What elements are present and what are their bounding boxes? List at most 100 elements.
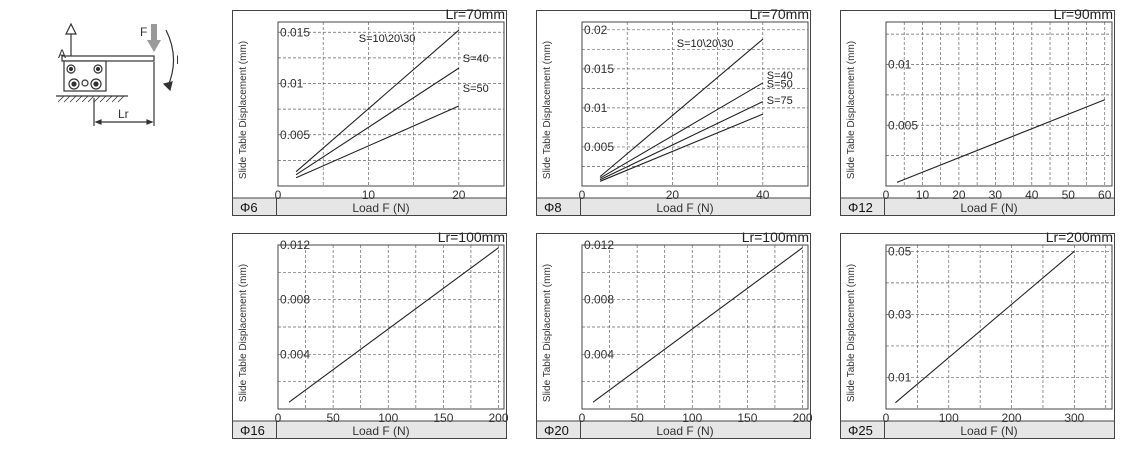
chart-svg: 0 10 20 0.005 0.01 0.015 Lr=70mm Load F (N) Slid… <box>232 6 507 216</box>
panel-frame <box>840 233 1115 439</box>
x-axis-label: Load F (N) <box>960 201 1017 215</box>
chart-title: Lr=200mm <box>1046 229 1113 245</box>
x-tick-label: 150 <box>433 411 453 425</box>
x-tick-label: 0 <box>275 188 282 202</box>
size-box <box>536 420 581 439</box>
series-line <box>599 101 764 181</box>
size-box <box>232 420 277 439</box>
panel-frame <box>840 10 1115 216</box>
y-tick-label: 0.015 <box>280 25 310 39</box>
x-tick-label: 40 <box>756 188 770 202</box>
x-tick-label: 20 <box>952 188 966 202</box>
x-tick-label: 40 <box>1025 188 1039 202</box>
series-line <box>599 82 764 179</box>
series-line <box>895 250 1075 404</box>
y-axis-label: Slide Table Displacement (mm) <box>542 41 553 179</box>
x-tick-label: 200 <box>1002 411 1022 425</box>
x-tick-label: 100 <box>378 411 398 425</box>
x-tick-label: 60 <box>1098 188 1112 202</box>
plot-area <box>885 244 1113 410</box>
series-label: S=50 <box>463 83 489 95</box>
y-tick-label: 0.01 <box>584 101 608 115</box>
x-tick-label: 200 <box>488 411 508 425</box>
x-axis-label: Load F (N) <box>352 201 409 215</box>
chart-2: 0 20 40 0.005 0.01 0.015 0.02 Lr=70mm Load F (N)… <box>536 6 811 221</box>
series-label: S=10\20\30 <box>677 38 734 50</box>
x-tick-label: 50 <box>630 411 644 425</box>
series-line <box>599 38 764 178</box>
x-axis-label: Load F (N) <box>656 201 713 215</box>
x-tick-label: 0 <box>883 411 890 425</box>
y-tick-label: 0.012 <box>584 238 614 252</box>
series-line <box>599 113 764 182</box>
chart-title: Lr=100mm <box>438 229 505 245</box>
size-label: Φ20 <box>544 423 569 438</box>
y-tick-label: 0.004 <box>584 347 614 361</box>
size-label: Φ25 <box>848 423 873 438</box>
y-axis-label: Slide Table Displacement (mm) <box>846 41 857 179</box>
y-tick-label: 0.01 <box>888 370 912 384</box>
size-label: Φ8 <box>544 200 562 215</box>
series-line <box>288 247 499 403</box>
x-tick-label: 0 <box>883 188 890 202</box>
y-axis-label: Slide Table Displacement (mm) <box>846 264 857 402</box>
label-lr: Lr <box>118 107 129 121</box>
y-axis-label: Slide Table Displacement (mm) <box>542 264 553 402</box>
size-box <box>840 197 885 216</box>
chart-5: 0 50 100 150 200 0.004 0.008 0.012 Lr=100mm Load … <box>536 229 813 444</box>
x-tick-label: 100 <box>682 411 702 425</box>
chart-title: Lr=90mm <box>1053 6 1113 22</box>
chart-svg: 0 10 20 30 40 50 60 0.005 0.01 Lr=90mm Load F (N) S… <box>840 6 1115 216</box>
y-tick-label: 0.005 <box>584 140 614 154</box>
y-tick-label: 0.02 <box>584 23 608 37</box>
x-axis-label: Load F (N) <box>656 424 713 438</box>
size-label: Φ12 <box>848 200 873 215</box>
x-tick-label: 10 <box>916 188 930 202</box>
chart-title: Lr=100mm <box>742 229 809 245</box>
size-box <box>536 197 581 216</box>
x-tick-label: 20 <box>452 188 466 202</box>
plot-area <box>277 244 505 410</box>
y-tick-label: 0.004 <box>280 347 310 361</box>
series-line <box>295 29 460 173</box>
panel-frame <box>536 233 811 439</box>
y-tick-label: 0.008 <box>280 293 310 307</box>
x-tick-label: 150 <box>737 411 757 425</box>
y-tick-label: 0.015 <box>584 62 614 76</box>
series-line <box>592 247 803 403</box>
chart-4: 0 50 100 150 200 0.004 0.008 0.012 Lr=100mm Load … <box>232 229 509 444</box>
size-label: Φ16 <box>240 423 265 438</box>
series-line <box>295 105 460 179</box>
y-tick-label: 0.012 <box>280 238 310 252</box>
x-axis-label: Load F (N) <box>960 424 1017 438</box>
size-box <box>232 197 277 216</box>
panel-frame <box>232 233 507 439</box>
panel-frame <box>536 10 811 216</box>
plot-area <box>581 21 809 187</box>
series-label: S=50 <box>767 79 793 91</box>
x-tick-label: 50 <box>1062 188 1076 202</box>
x-tick-label: 0 <box>579 411 586 425</box>
chart-svg: 0 50 100 150 200 0.004 0.008 0.012 Lr=100mm Load … <box>232 229 509 439</box>
chart-title: Lr=70mm <box>445 6 505 22</box>
moment-load-diagram-drawing: A F Mr Lr <box>56 22 190 126</box>
y-tick-label: 0.01 <box>280 77 304 91</box>
y-axis-label: Slide Table Displacement (mm) <box>238 41 249 179</box>
series-label: S=10\20\30 <box>359 33 416 45</box>
y-tick-label: 0.05 <box>888 244 912 258</box>
x-tick-label: 20 <box>666 188 680 202</box>
series-line <box>896 99 1105 183</box>
label-a: A <box>58 47 66 61</box>
series-label: S=40 <box>767 70 793 82</box>
series-label: S=75 <box>767 95 793 107</box>
y-tick-label: 0.03 <box>888 307 912 321</box>
x-tick-label: 0 <box>275 411 282 425</box>
x-tick-label: 200 <box>792 411 812 425</box>
plot-area <box>581 244 809 410</box>
label-f: F <box>140 25 147 39</box>
series-label: S=40 <box>463 53 489 65</box>
x-tick-label: 30 <box>989 188 1003 202</box>
x-tick-label: 0 <box>579 188 586 202</box>
chart-1: 0 10 20 0.005 0.01 0.015 Lr=70mm Load F (N) Slid… <box>232 6 507 221</box>
y-tick-label: 0.008 <box>584 293 614 307</box>
